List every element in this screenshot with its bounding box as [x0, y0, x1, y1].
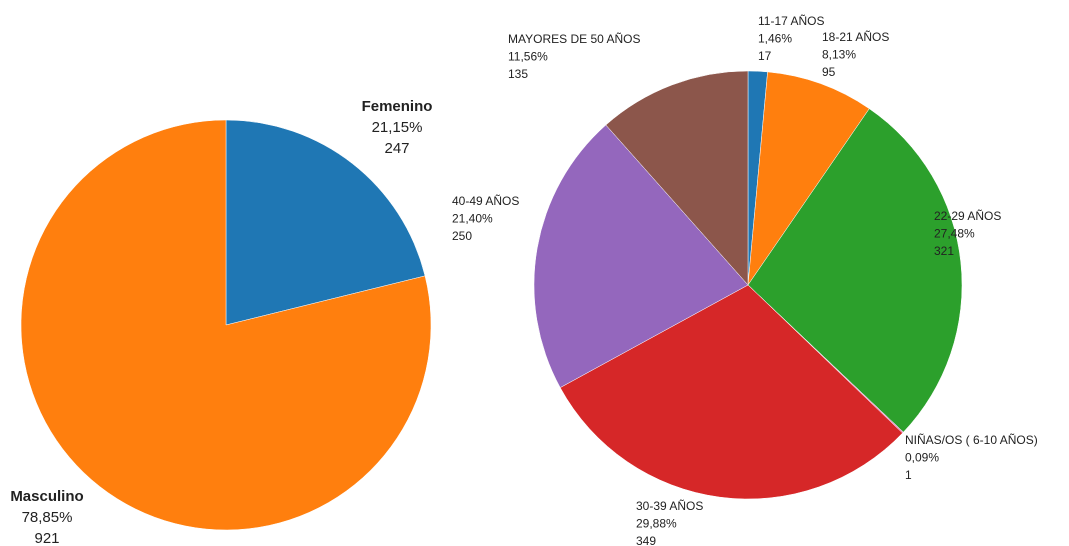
slice-name: 30-39 AÑOS: [636, 499, 703, 513]
slice-name: Femenino: [362, 98, 433, 115]
slice-count: 250: [452, 229, 472, 243]
pie-slice: [747, 108, 963, 433]
slice-name: 22-29 AÑOS: [934, 209, 1001, 223]
slice-percent: 27,48%: [934, 227, 975, 241]
pie-slice: [747, 71, 870, 286]
slice-percent: 21,40%: [452, 212, 493, 226]
slice-percent: 0,09%: [905, 451, 939, 465]
slice-name: NIÑAS/OS ( 6-10 AÑOS): [905, 433, 1038, 447]
pie-slice: [20, 119, 432, 531]
pie-slice: [605, 70, 749, 286]
slice-count: 349: [636, 534, 656, 546]
slice-percent: 1,46%: [758, 32, 792, 46]
slice-name: Masculino: [10, 488, 83, 505]
slice-percent: 78,85%: [22, 509, 73, 526]
slice-percent: 21,15%: [372, 119, 423, 136]
slice-count: 321: [934, 244, 954, 258]
pie-slice: [225, 119, 426, 326]
slice-count: 95: [822, 65, 836, 79]
pie-slice: [533, 124, 749, 388]
pie-slice: [559, 284, 903, 500]
slice-name: MAYORES DE 50 AÑOS: [508, 32, 641, 46]
slice-percent: 11,56%: [508, 50, 548, 64]
slice-name: 40-49 AÑOS: [452, 194, 519, 208]
slice-count: 921: [34, 530, 59, 546]
slice-percent: 8,13%: [822, 48, 856, 62]
slice-count: 17: [758, 49, 772, 63]
slice-name: 11-17 AÑOS: [758, 14, 824, 28]
slice-percent: 29,88%: [636, 517, 677, 531]
slice-count: 1: [905, 468, 912, 482]
slice-count: 135: [508, 67, 528, 81]
slice-name: 18-21 AÑOS: [822, 30, 889, 44]
slice-count: 247: [384, 140, 409, 157]
